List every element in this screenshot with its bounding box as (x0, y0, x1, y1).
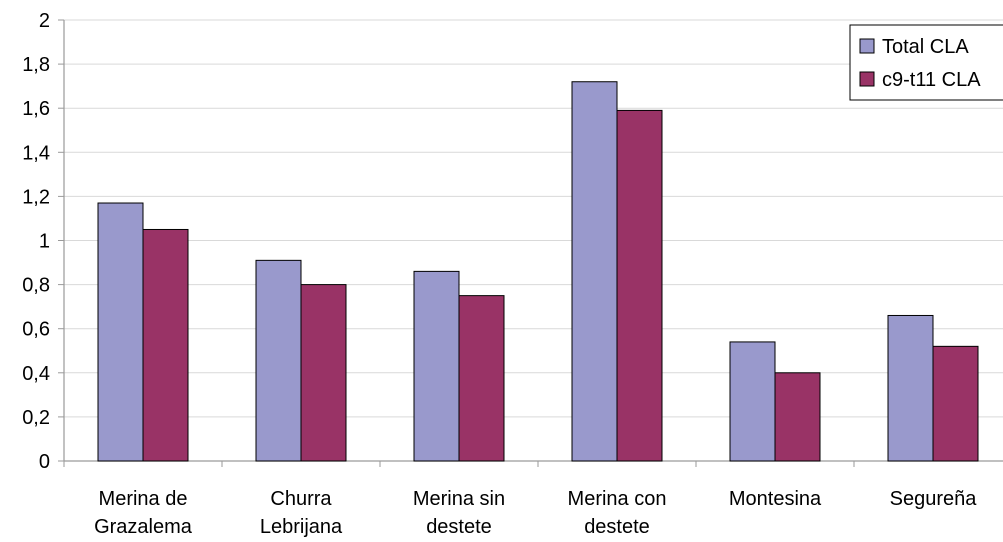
bar-c9-t11-cla-0 (142, 228, 189, 462)
legend: Total CLA c9-t11 CLA (849, 24, 1003, 101)
legend-label: Total CLA (882, 36, 969, 58)
bar-total-cla-2 (413, 270, 460, 462)
y-tick-label: 0,8 (22, 275, 50, 297)
y-tick-label: 1,8 (22, 54, 50, 76)
y-tick-label: 0,4 (22, 363, 50, 385)
legend-box (849, 24, 1003, 101)
category-label: Churra (270, 488, 332, 510)
bar-total-cla-4 (729, 341, 776, 462)
category-label: Segureña (890, 488, 978, 510)
legend-swatch (859, 38, 875, 54)
category-label: Merina de (99, 488, 188, 510)
category-label: destete (584, 516, 650, 538)
category-label: Merina con (568, 488, 667, 510)
category-label: Montesina (729, 488, 822, 510)
category-label: Lebrijana (260, 516, 343, 538)
y-tick-label: 0 (39, 451, 50, 473)
bar-total-cla-1 (255, 259, 302, 462)
category-label: destete (426, 516, 492, 538)
bar-total-cla-5 (887, 314, 934, 462)
category-labels: Merina de Grazalema Churra Lebrijana Merina … (94, 488, 977, 538)
legend-label: c9-t11 CLA (882, 69, 981, 91)
bars (97, 81, 979, 462)
y-tick-label: 1,4 (22, 142, 50, 164)
gridlines (64, 19, 1003, 418)
y-tick-label: 0,2 (22, 407, 50, 429)
legend-swatch (859, 71, 875, 87)
bar-total-cla-0 (97, 202, 144, 462)
y-tick-label: 1 (39, 231, 50, 253)
bar-c9-t11-cla-4 (774, 372, 821, 462)
bar-c9-t11-cla-3 (616, 109, 663, 462)
bar-c9-t11-cla-2 (458, 295, 505, 462)
y-tick-label: 1,6 (22, 98, 50, 120)
category-label: Grazalema (94, 516, 193, 538)
y-tick-label: 2 (39, 10, 50, 32)
bar-c9-t11-cla-5 (932, 345, 979, 462)
y-tick-label: 1,2 (22, 186, 50, 208)
x-axis (63, 460, 1003, 467)
bar-total-cla-3 (571, 81, 618, 462)
y-tick-label: 0,6 (22, 319, 50, 341)
y-axis: 0 0,2 0,4 0,6 0,8 1 1,2 1,4 1,6 1,8 2 (22, 10, 65, 473)
bar-c9-t11-cla-1 (300, 284, 347, 462)
category-label: Merina sin (413, 488, 505, 510)
